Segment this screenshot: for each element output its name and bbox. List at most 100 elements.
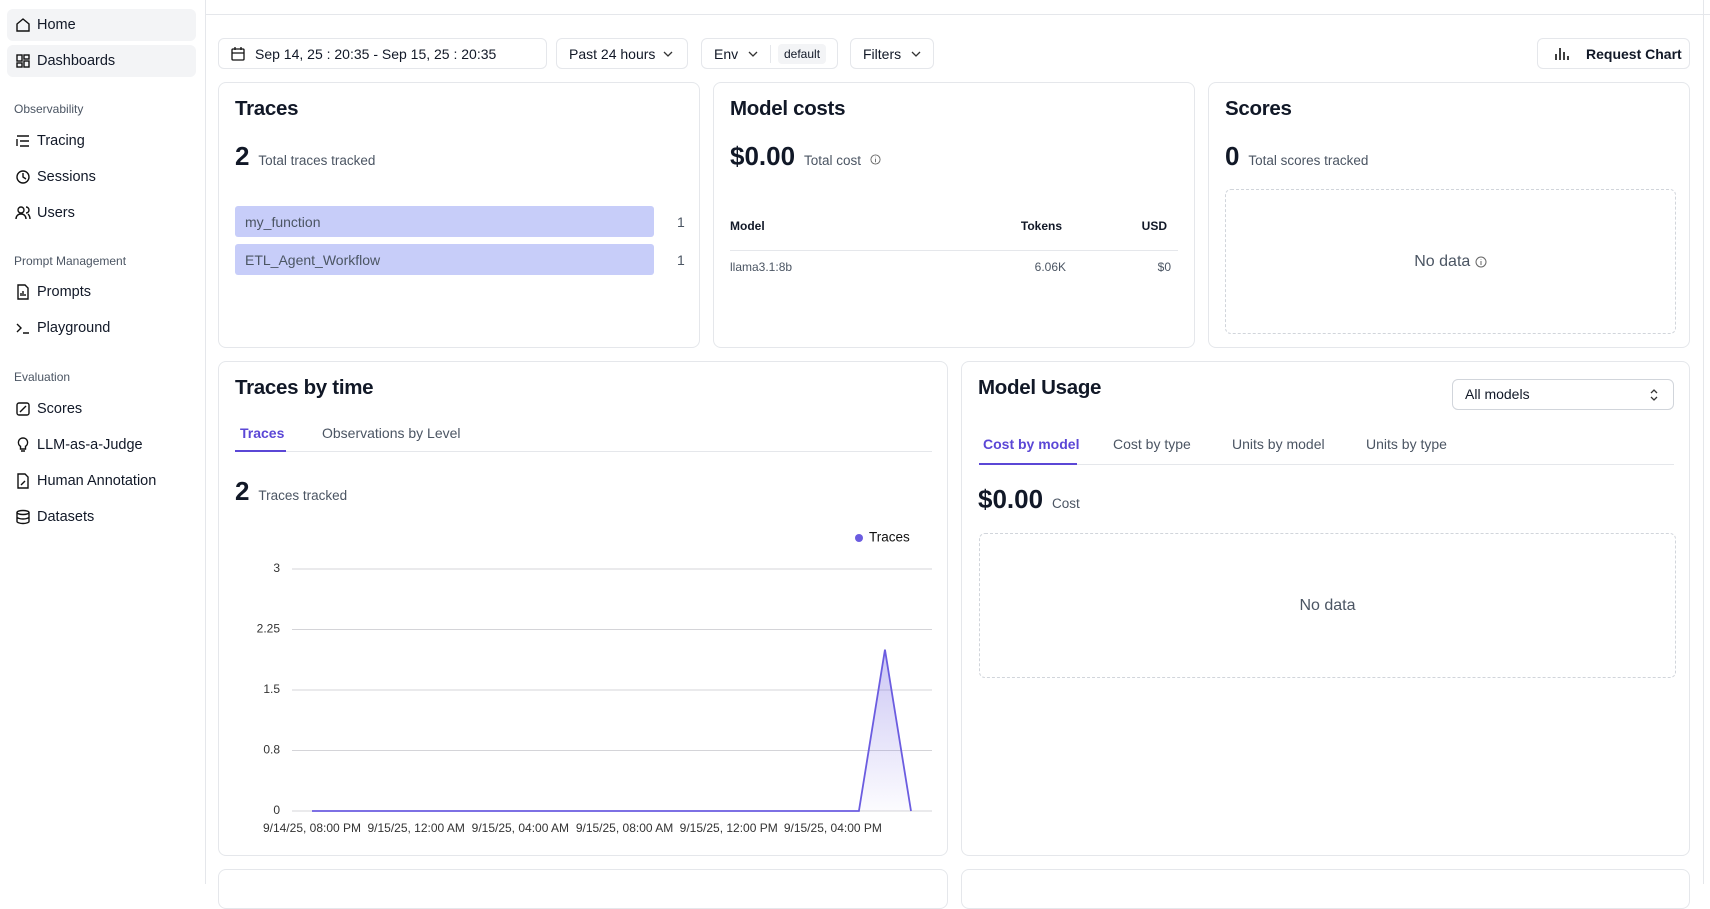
total-value: 2 <box>235 141 250 171</box>
tab[interactable]: Cost by type <box>1113 436 1191 452</box>
filters-button[interactable]: Filters <box>850 38 934 69</box>
tab[interactable]: Units by type <box>1366 436 1447 452</box>
total-label: Cost <box>1051 496 1080 511</box>
tab-divider <box>979 464 1674 465</box>
env-badge: default <box>778 44 827 64</box>
total: $0.00 Total cost <box>730 141 881 172</box>
empty-text: No data <box>1414 252 1471 270</box>
total-value: 2 <box>235 476 250 506</box>
total-value: $0.00 <box>978 484 1044 514</box>
request-chart: Request Chart <box>1586 46 1682 62</box>
date-range-picker[interactable]: Sep 14, 25 : 20:35 - Sep 15, 25 : 20:35 <box>218 38 547 69</box>
nav-tracing[interactable]: Tracing <box>7 125 196 157</box>
x-tick-label: 9/15/25, 12:00 PM <box>680 821 778 835</box>
nav-label: Prompts <box>37 284 91 300</box>
nav-group-title: Prompt Management <box>14 254 127 268</box>
card-title: Model Usage <box>978 376 1102 399</box>
nav-scores[interactable]: Scores <box>7 393 196 425</box>
trace-bar <box>235 206 654 237</box>
card-title: Traces <box>235 97 299 120</box>
trace-name: my_function <box>245 214 321 230</box>
nav-label: Home <box>37 17 76 33</box>
table-cell: llama3.1:8b <box>730 260 793 274</box>
model-select[interactable]: All models <box>1452 379 1674 410</box>
table-cell: $0 <box>1157 260 1171 274</box>
tab-divider <box>235 451 932 452</box>
tab[interactable]: Units by model <box>1232 436 1325 452</box>
env-select[interactable]: Env default <box>701 38 838 69</box>
filters: Filters <box>863 46 902 62</box>
column-header: Model <box>730 219 765 233</box>
tab-active[interactable]: Cost by model <box>983 436 1080 452</box>
empty-text: No data <box>1299 596 1356 614</box>
x-tick-label: 9/15/25, 04:00 PM <box>784 821 882 835</box>
line-chart: 0 0.8 1.5 2.25 3 9/14/25, 08:00 PM 9/15/25, 12… <box>257 530 932 835</box>
total-value: $0.00 <box>730 141 796 171</box>
traces-by-time-card: Traces by time Traces Observations by Le… <box>218 361 948 856</box>
card-partial <box>218 869 948 909</box>
nav-label: LLM-as-a-Judge <box>37 437 143 453</box>
sidebar: Home Dashboards Observability Tracing Se… <box>0 0 206 884</box>
trace-bar <box>235 244 654 275</box>
nav-group-title: Observability <box>14 102 84 116</box>
x-tick-label: 9/15/25, 08:00 AM <box>576 821 673 835</box>
nav-playground[interactable]: Playground <box>7 312 196 344</box>
total-label: Traces tracked <box>258 488 348 503</box>
nav-label: Playground <box>37 320 111 336</box>
card-title: Model costs <box>730 97 846 120</box>
request-chart-button[interactable]: Request Chart <box>1537 38 1690 69</box>
y-tick-label: 0 <box>273 803 280 817</box>
nav-label: Tracing <box>37 133 85 149</box>
nav-label: Dashboards <box>37 53 116 69</box>
nav-prompts[interactable]: Prompts <box>7 276 196 308</box>
total-label: Total scores tracked <box>1248 153 1369 168</box>
tab-underline <box>235 450 286 452</box>
nav-label: Human Annotation <box>37 473 157 489</box>
area <box>312 649 911 811</box>
nav-llm-judge[interactable]: LLM-as-a-Judge <box>7 429 196 461</box>
total-label: Total traces tracked <box>258 153 376 168</box>
nav-label: Sessions <box>37 169 96 185</box>
total: 2 Total traces tracked <box>235 141 375 172</box>
y-tick-label: 1.5 <box>263 682 280 696</box>
card-title: Scores <box>1225 97 1292 120</box>
y-tick-label: 3 <box>273 561 280 575</box>
tab-underline <box>979 463 1077 465</box>
nav-human-annotation[interactable]: Human Annotation <box>7 465 196 497</box>
model-costs-card: Model costs $0.00 Total cost Model Token… <box>713 82 1195 348</box>
scrollbar <box>1703 0 1704 884</box>
nav-home[interactable]: Home <box>7 9 196 41</box>
line <box>312 649 912 812</box>
trace-count: 1 <box>677 214 685 230</box>
nav-label: Users <box>37 205 75 221</box>
scores-card: Scores 0 Total scores tracked No data <box>1208 82 1690 348</box>
y-tick-label: 2.25 <box>257 622 281 636</box>
nav-datasets[interactable]: Datasets <box>7 501 196 533</box>
trace-count: 1 <box>677 252 685 268</box>
env: Env <box>714 46 739 62</box>
total: 2 Traces tracked <box>235 476 347 507</box>
nav-users[interactable]: Users <box>7 197 196 229</box>
empty-state: No data <box>1225 189 1676 334</box>
tab[interactable]: Observations by Level <box>322 425 461 441</box>
y-tick-label: 0.8 <box>263 743 280 757</box>
column-header: USD <box>1141 219 1167 233</box>
x-tick-label: 9/15/25, 12:00 AM <box>367 821 464 835</box>
nav-dashboards[interactable]: Dashboards <box>7 45 196 77</box>
calendar-icon <box>231 47 245 61</box>
total: 0 Total scores tracked <box>1225 141 1368 172</box>
top-border <box>205 14 1710 15</box>
total-label: Total cost <box>803 153 861 168</box>
table-divider <box>730 250 1178 251</box>
period-select[interactable]: Past 24 hours <box>556 38 688 69</box>
tab-active[interactable]: Traces <box>240 425 285 441</box>
card-partial <box>961 869 1690 909</box>
traces-card: Traces 2 Total traces tracked my_functio… <box>218 82 700 348</box>
total: $0.00 Cost <box>978 484 1080 515</box>
nav-sessions[interactable]: Sessions <box>7 161 196 193</box>
date-range: Sep 14, 25 : 20:35 - Sep 15, 25 : 20:35 <box>255 46 497 62</box>
legend-label: Traces <box>869 530 910 545</box>
column-header: Tokens <box>1020 219 1062 233</box>
